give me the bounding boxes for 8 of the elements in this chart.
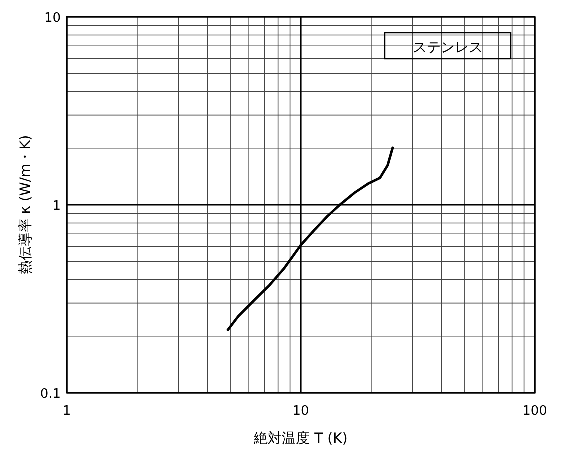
- y-tick-label: 10: [44, 11, 61, 26]
- x-tick-label: 1: [62, 404, 72, 419]
- y-tick-label: 1: [52, 199, 61, 214]
- x-axis-title: 絶対温度 T (K): [253, 431, 348, 447]
- x-tick-label: 100: [522, 404, 548, 419]
- y-axis-title: 熱伝導率 κ (W/m・K): [18, 135, 34, 275]
- y-tick-label: 0.1: [40, 387, 61, 402]
- x-tick-label: 10: [292, 404, 310, 419]
